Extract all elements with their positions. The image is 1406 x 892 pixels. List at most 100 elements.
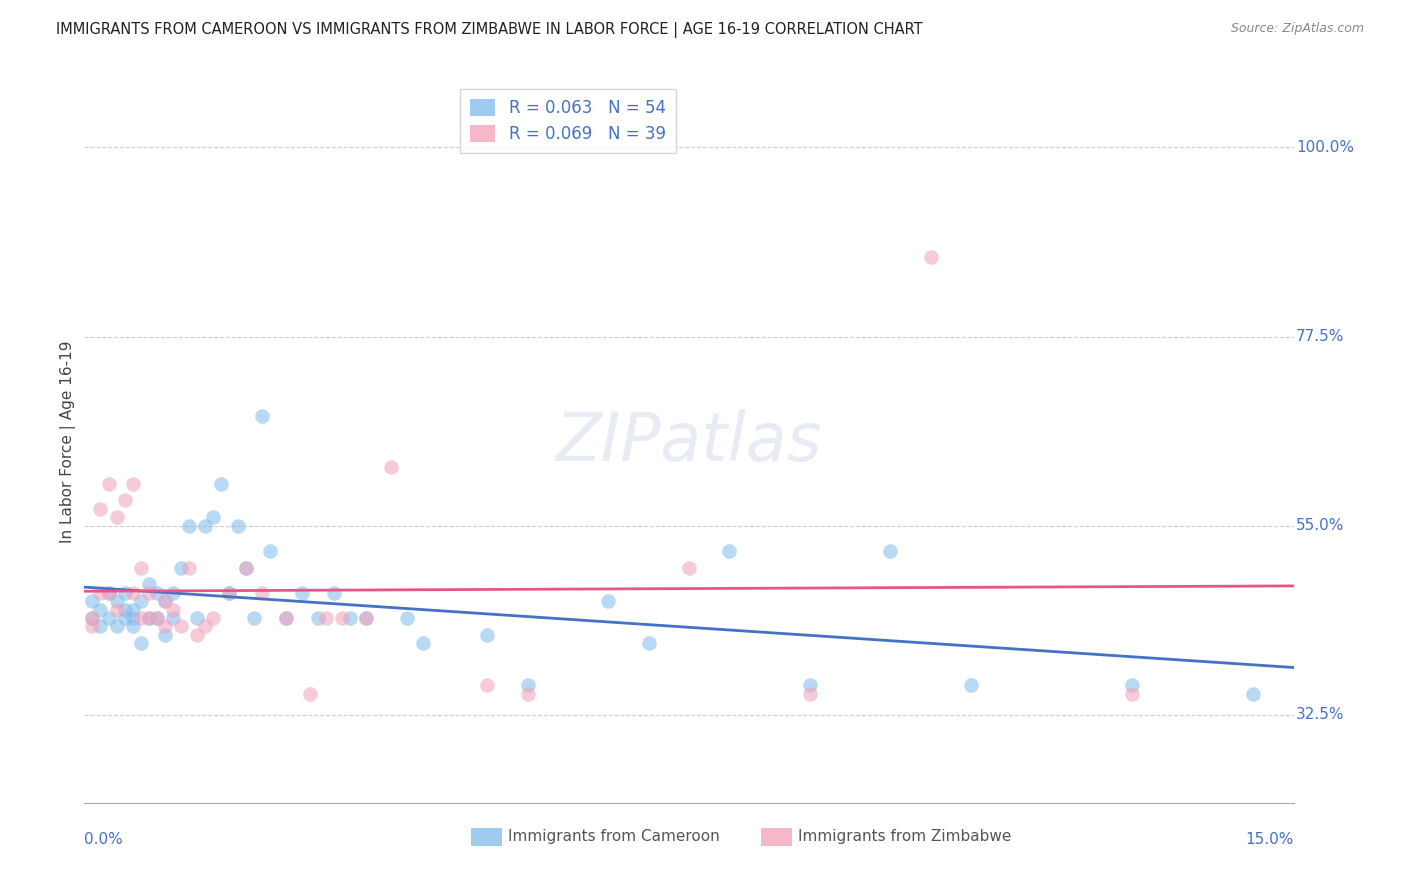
- Point: [89, 501, 111, 516]
- Text: Immigrants from Cameroon: Immigrants from Cameroon: [508, 830, 720, 844]
- Point: [920, 250, 942, 264]
- Point: [97, 586, 120, 600]
- Point: [146, 611, 169, 625]
- Point: [477, 628, 499, 642]
- Text: 0.0%: 0.0%: [84, 831, 124, 847]
- Point: [129, 636, 152, 650]
- Point: [186, 628, 208, 642]
- Point: [1121, 687, 1143, 701]
- Point: [121, 611, 143, 625]
- Point: [121, 476, 143, 491]
- Point: [89, 602, 111, 616]
- Point: [138, 577, 160, 591]
- Point: [315, 611, 337, 625]
- Point: [194, 518, 217, 533]
- Text: 55.0%: 55.0%: [1296, 518, 1344, 533]
- Point: [82, 619, 104, 633]
- Point: [395, 611, 418, 625]
- Point: [153, 628, 176, 642]
- Point: [274, 611, 297, 625]
- Point: [162, 602, 184, 616]
- Point: [179, 518, 201, 533]
- Text: 77.5%: 77.5%: [1296, 329, 1344, 344]
- Point: [209, 476, 232, 491]
- Point: [186, 611, 208, 625]
- Point: [82, 594, 104, 608]
- Point: [598, 594, 620, 608]
- Point: [637, 636, 659, 650]
- Point: [146, 611, 169, 625]
- Point: [218, 586, 240, 600]
- Point: [153, 594, 176, 608]
- Point: [307, 611, 329, 625]
- Text: 15.0%: 15.0%: [1246, 831, 1294, 847]
- Point: [162, 586, 184, 600]
- Point: [89, 619, 111, 633]
- Point: [356, 611, 378, 625]
- Point: [799, 687, 821, 701]
- Point: [138, 586, 160, 600]
- Point: [170, 619, 193, 633]
- Point: [412, 636, 434, 650]
- Point: [114, 602, 136, 616]
- Y-axis label: In Labor Force | Age 16-19: In Labor Force | Age 16-19: [60, 340, 76, 543]
- Bar: [762, 828, 792, 847]
- Point: [129, 560, 152, 574]
- Point: [226, 518, 249, 533]
- Point: [138, 611, 160, 625]
- Point: [356, 611, 378, 625]
- Point: [718, 543, 741, 558]
- Bar: [471, 828, 502, 847]
- Point: [799, 678, 821, 692]
- Point: [235, 560, 257, 574]
- Point: [242, 611, 264, 625]
- Point: [1121, 678, 1143, 692]
- Point: [121, 602, 143, 616]
- Point: [291, 586, 314, 600]
- Point: [129, 611, 152, 625]
- Point: [194, 619, 217, 633]
- Point: [82, 611, 104, 625]
- Point: [516, 678, 538, 692]
- Point: [105, 510, 128, 524]
- Point: [516, 687, 538, 701]
- Point: [250, 409, 273, 424]
- Point: [179, 560, 201, 574]
- Point: [105, 594, 128, 608]
- Point: [153, 619, 176, 633]
- Point: [330, 611, 353, 625]
- Text: ZIPatlas: ZIPatlas: [555, 409, 823, 475]
- Point: [114, 586, 136, 600]
- Text: IMMIGRANTS FROM CAMEROON VS IMMIGRANTS FROM ZIMBABWE IN LABOR FORCE | AGE 16-19 : IMMIGRANTS FROM CAMEROON VS IMMIGRANTS F…: [56, 22, 922, 38]
- Point: [1241, 687, 1264, 701]
- Point: [153, 594, 176, 608]
- Text: 100.0%: 100.0%: [1296, 140, 1354, 155]
- Legend: R = 0.063   N = 54, R = 0.069   N = 39: R = 0.063 N = 54, R = 0.069 N = 39: [460, 88, 676, 153]
- Point: [170, 560, 193, 574]
- Point: [339, 611, 361, 625]
- Point: [274, 611, 297, 625]
- Point: [678, 560, 700, 574]
- Point: [97, 586, 120, 600]
- Point: [114, 493, 136, 508]
- Point: [138, 611, 160, 625]
- Point: [82, 611, 104, 625]
- Point: [380, 459, 402, 474]
- Point: [218, 586, 240, 600]
- Point: [89, 586, 111, 600]
- Point: [323, 586, 346, 600]
- Point: [105, 619, 128, 633]
- Point: [250, 586, 273, 600]
- Point: [202, 510, 225, 524]
- Point: [146, 586, 169, 600]
- Point: [121, 619, 143, 633]
- Point: [129, 594, 152, 608]
- Point: [259, 543, 281, 558]
- Point: [879, 543, 901, 558]
- Point: [162, 611, 184, 625]
- Point: [97, 611, 120, 625]
- Text: Immigrants from Zimbabwe: Immigrants from Zimbabwe: [797, 830, 1011, 844]
- Point: [299, 687, 322, 701]
- Point: [235, 560, 257, 574]
- Point: [105, 602, 128, 616]
